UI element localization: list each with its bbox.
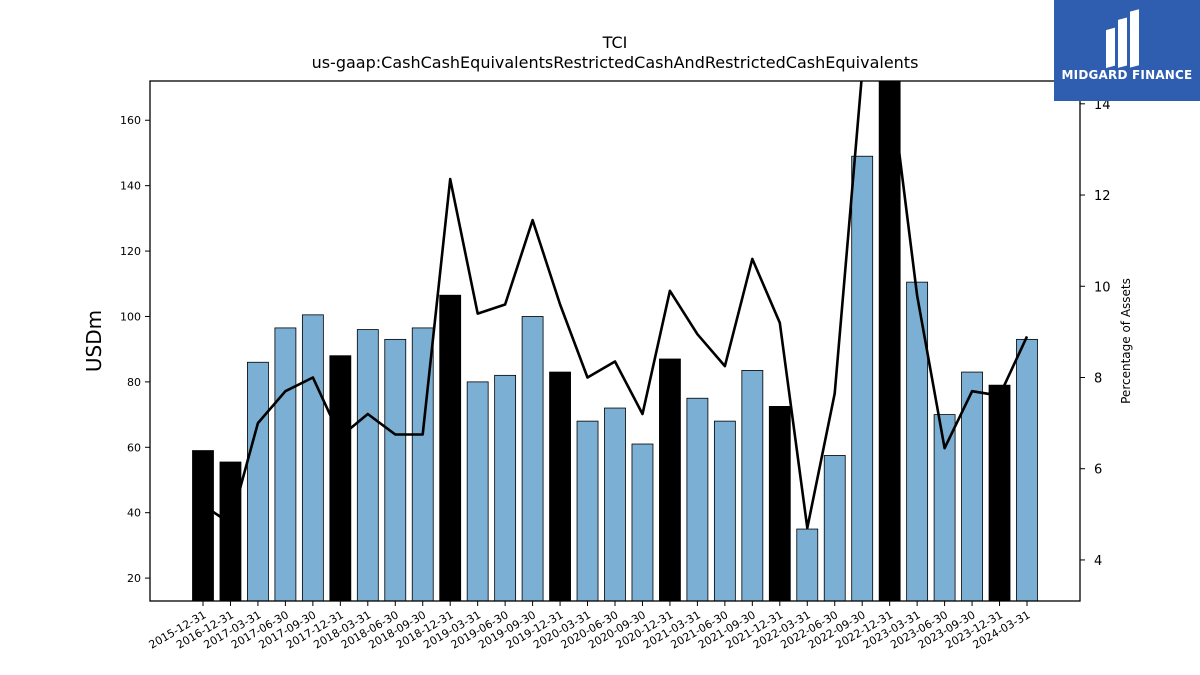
- bar: [1016, 338, 1038, 601]
- bar: [301, 314, 324, 601]
- line-path: [202, 81, 1029, 530]
- y-tick-label: 140: [120, 180, 141, 193]
- bar: [713, 420, 736, 601]
- y-tick-label: 80: [127, 376, 141, 389]
- bar: [439, 294, 462, 601]
- y-tick-label: 60: [127, 441, 141, 454]
- y-tick-label: 40: [127, 507, 141, 520]
- bar: [768, 406, 791, 601]
- bar: [219, 461, 242, 601]
- chart-title: TCI: [602, 33, 628, 52]
- y2-axis-label: Percentage of Assets: [1119, 278, 1133, 404]
- bar: [933, 414, 956, 601]
- line-series: [202, 81, 1029, 530]
- chart-subtitle: us-gaap:CashCashEquivalentsRestrictedCas…: [312, 53, 919, 72]
- bar: [466, 381, 489, 601]
- bar: [851, 155, 874, 601]
- bar: [549, 371, 571, 601]
- y-tick-label: 160: [120, 114, 141, 127]
- bar: [988, 384, 1011, 601]
- bar: [384, 338, 407, 601]
- y2-tick-label: 4: [1094, 554, 1102, 569]
- bar-series: [192, 81, 1038, 601]
- bar: [356, 329, 379, 601]
- logo-text: MIDGARD FINANCE: [1061, 68, 1193, 82]
- bar: [274, 327, 297, 601]
- y-tick-label: 120: [120, 245, 141, 258]
- bar: [329, 355, 352, 601]
- bar: [631, 443, 654, 601]
- y-axis-label: USDm: [82, 310, 106, 372]
- bar: [494, 374, 517, 601]
- y2-tick-label: 14: [1094, 98, 1111, 113]
- bar: [576, 420, 599, 601]
- bar: [878, 81, 901, 601]
- bar: [823, 455, 846, 601]
- bar: [247, 361, 269, 601]
- logo: MIDGARD FINANCE: [1054, 0, 1200, 101]
- bar: [659, 358, 681, 601]
- midgard-m-logo-icon: [1106, 9, 1139, 68]
- y-tick-label: 100: [120, 310, 141, 323]
- y2-tick-label: 12: [1094, 189, 1111, 204]
- bar: [961, 371, 983, 601]
- y2-tick-label: 6: [1094, 463, 1102, 478]
- bar: [192, 450, 214, 601]
- bar: [796, 528, 819, 601]
- bar: [906, 281, 929, 601]
- bar: [521, 316, 544, 601]
- bar: [741, 370, 764, 601]
- y-tick-label: 20: [127, 572, 141, 585]
- y2-tick-label: 10: [1094, 280, 1111, 295]
- y2-tick-label: 8: [1094, 371, 1102, 386]
- bar: [604, 407, 626, 601]
- bar: [686, 397, 709, 601]
